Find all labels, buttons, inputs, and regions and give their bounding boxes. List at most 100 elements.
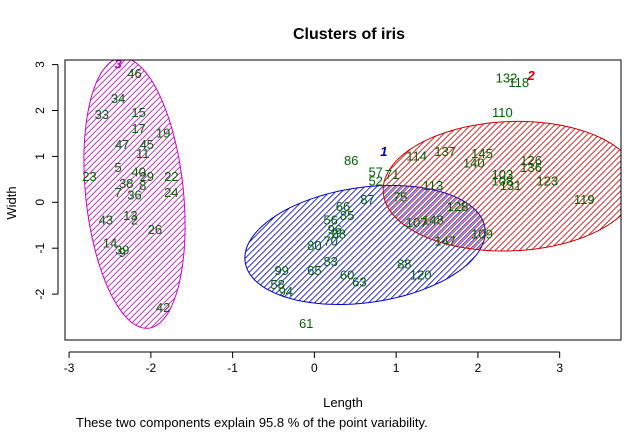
point-label: 114 (406, 148, 427, 163)
chart-title: Clusters of iris (293, 26, 405, 43)
point-label: 60 (340, 268, 354, 283)
cluster-3-hatch (83, 60, 186, 329)
point-label: 33 (95, 107, 109, 122)
point-label: 43 (99, 213, 113, 228)
point-label: 86 (344, 153, 358, 168)
point-label: 118 (508, 75, 529, 90)
point-label: 83 (323, 254, 337, 269)
y-tick-label: 0 (33, 199, 47, 206)
y-tick-label: 3 (33, 61, 47, 68)
y-axis-label: Width (4, 186, 19, 219)
cluster-3-label: 3 (114, 57, 122, 72)
point-label: 19 (156, 125, 170, 140)
point-label: 23 (82, 169, 96, 184)
point-label: 11 (136, 146, 150, 161)
point-label: 119 (574, 192, 595, 207)
point-label: 94 (279, 284, 293, 299)
x-tick-label: 3 (556, 361, 563, 375)
point-label: 147 (434, 233, 456, 248)
x-tick-label: 2 (475, 361, 482, 375)
cluster-1-label: 1 (380, 144, 387, 159)
point-label: 5 (114, 160, 121, 175)
point-label: 65 (307, 263, 321, 278)
point-label: 15 (131, 105, 145, 120)
point-label: 70 (323, 233, 337, 248)
point-label: 38 (119, 176, 133, 191)
point-label: 52 (368, 174, 382, 189)
point-label: 99 (274, 263, 288, 278)
point-label: 29 (140, 169, 154, 184)
point-label: 36 (127, 187, 141, 202)
point-label: 107 (406, 215, 428, 230)
cluster-center-labels: 1 2 3 (114, 57, 535, 159)
point-label: 40 (131, 165, 145, 180)
point-label: 87 (360, 192, 374, 207)
cluster-2-ellipse (382, 120, 621, 252)
point-label: 24 (164, 185, 178, 200)
point-label: 47 (115, 137, 129, 152)
point-label: 63 (352, 275, 366, 290)
point-label: 2 (131, 213, 138, 228)
cluster-ellipses (83, 60, 621, 329)
point-label: 132 (496, 70, 518, 85)
point-label: 113 (423, 178, 444, 193)
point-label: 110 (492, 105, 513, 120)
point-label: 22 (164, 169, 178, 184)
point-label: 131 (500, 178, 522, 193)
point-label: 109 (471, 226, 493, 241)
x-tick-label: -3 (64, 361, 75, 375)
point-label: 9 (119, 245, 126, 260)
point-label: 68 (332, 226, 346, 241)
point-label: 103 (492, 167, 514, 182)
point-label: 145 (471, 146, 493, 161)
y-tick-label: -1 (33, 243, 47, 254)
point-label: 75 (393, 190, 407, 205)
point-label: 56 (323, 213, 337, 228)
point-label: 39 (115, 243, 129, 258)
plot-box (64, 59, 622, 341)
y-axis: -2 -1 0 1 2 3 (33, 61, 59, 299)
point-label: 140 (463, 155, 485, 170)
point-label: 14 (103, 236, 117, 251)
point-label: 108 (492, 174, 514, 189)
point-label: 46 (127, 66, 141, 81)
point-label: 34 (111, 91, 125, 106)
point-label: 96 (328, 222, 342, 237)
point-label: 45 (140, 137, 154, 152)
point-label: 8 (139, 178, 146, 193)
cluster-1-ellipse (244, 185, 486, 306)
point-label: 128 (447, 199, 469, 214)
point-label: 126 (520, 153, 542, 168)
point-label: 13 (123, 208, 137, 223)
x-axis-label: Length (323, 395, 363, 410)
point-label: 26 (148, 222, 162, 237)
x-axis: -3 -2 -1 0 1 2 3 (64, 351, 563, 375)
point-label: 71 (385, 167, 399, 182)
point-label: 137 (434, 144, 456, 159)
x-tick-label: -2 (146, 361, 157, 375)
point-label: 85 (340, 208, 354, 223)
point-label: 136 (520, 160, 542, 175)
point-label: 42 (156, 300, 170, 315)
point-label: 148 (422, 213, 444, 228)
point-label: 120 (410, 268, 432, 283)
point-label: 7 (114, 185, 121, 200)
point-label: 123 (537, 174, 559, 189)
cluster-3-ellipse (83, 60, 186, 329)
point-label: 80 (307, 238, 321, 253)
point-label: 17 (131, 121, 145, 136)
point-label: 58 (270, 277, 284, 292)
footnote: These two components explain 95.8 % of t… (76, 415, 428, 430)
y-tick-label: 1 (33, 153, 47, 160)
point-label: 57 (368, 165, 382, 180)
y-tick-label: -2 (33, 288, 47, 299)
point-label: 61 (299, 316, 313, 331)
point-label: 66 (336, 199, 350, 214)
x-tick-label: 1 (393, 361, 400, 375)
point-label: 88 (397, 256, 411, 271)
x-tick-label: 0 (311, 361, 318, 375)
y-tick-label: 2 (33, 107, 47, 114)
cluster-2-label: 2 (526, 68, 535, 83)
